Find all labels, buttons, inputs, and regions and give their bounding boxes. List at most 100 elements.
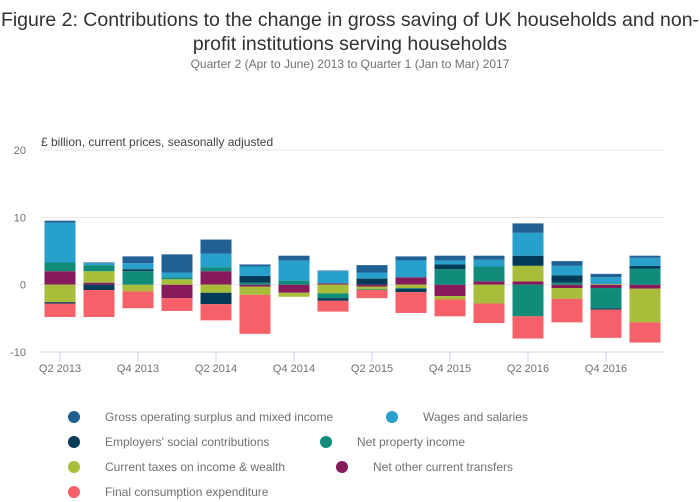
bar-segment-net-property-income[interactable] [44,262,76,272]
bar-segment-current-taxes-on-income-wealth[interactable] [122,284,154,292]
bar-segment-gross-operating-surplus-and-mixed-income[interactable] [395,256,427,261]
legend-item-net-property-income[interactable]: Net property income [320,435,465,449]
bar-segment-net-property-income[interactable] [200,267,232,272]
bar-segment-net-other-current-transfers[interactable] [473,281,505,285]
bar-segment-employers-social-contributions[interactable] [200,292,232,305]
bar-segment-final-consumption-expenditure[interactable] [317,300,349,312]
bar-segment-wages-and-salaries[interactable] [551,265,583,276]
bar-segment-gross-operating-surplus-and-mixed-income[interactable] [161,254,193,273]
bar-segment-net-other-current-transfers[interactable] [395,277,427,285]
bar-segment-current-taxes-on-income-wealth[interactable] [278,292,310,297]
bar-segment-final-consumption-expenditure[interactable] [44,303,76,317]
bar-segment-wages-and-salaries[interactable] [239,266,271,276]
bar-segment-employers-social-contributions[interactable] [83,284,115,291]
bar-segment-final-consumption-expenditure[interactable] [473,303,505,324]
bar-segment-wages-and-salaries[interactable] [317,271,349,284]
bar-segment-net-property-income[interactable] [473,266,505,282]
bar-segment-net-property-income[interactable] [395,288,427,289]
bar-segment-net-other-current-transfers[interactable] [512,281,544,285]
bar-segment-employers-social-contributions[interactable] [551,275,583,283]
bar-segment-employers-social-contributions[interactable] [512,255,544,266]
bar-segment-net-other-current-transfers[interactable] [434,284,466,297]
bar-segment-final-consumption-expenditure[interactable] [629,322,661,343]
bar-segment-gross-operating-surplus-and-mixed-income[interactable] [200,239,232,254]
bar-segment-wages-and-salaries[interactable] [590,277,622,284]
bar-segment-net-other-current-transfers[interactable] [278,284,310,293]
bar-segment-current-taxes-on-income-wealth[interactable] [317,284,349,294]
bar-segment-current-taxes-on-income-wealth[interactable] [356,286,388,290]
bar-segment-gross-operating-surplus-and-mixed-income[interactable] [629,255,661,258]
bar-segment-net-property-income[interactable] [278,280,310,285]
bar-segment-employers-social-contributions[interactable] [356,278,388,285]
bar-segment-employers-social-contributions[interactable] [44,302,76,304]
bar-segment-final-consumption-expenditure[interactable] [551,298,583,323]
bar-segment-gross-operating-surplus-and-mixed-income[interactable] [473,255,505,260]
bar-segment-current-taxes-on-income-wealth[interactable] [200,284,232,293]
legend-item-gross-operating-surplus[interactable]: Gross operating surplus and mixed income [68,410,333,424]
bar-segment-final-consumption-expenditure[interactable] [122,291,154,309]
bar-segment-net-other-current-transfers[interactable] [83,282,115,285]
bar-segment-gross-operating-surplus-and-mixed-income[interactable] [551,261,583,266]
bar-segment-current-taxes-on-income-wealth[interactable] [473,284,505,304]
bar-segment-employers-social-contributions[interactable] [122,269,154,272]
bar-segment-gross-operating-surplus-and-mixed-income[interactable] [317,270,349,272]
bar-segment-current-taxes-on-income-wealth[interactable] [551,288,583,299]
bar-segment-net-other-current-transfers[interactable] [239,284,271,287]
bar-segment-employers-social-contributions[interactable] [395,288,427,293]
bar-segment-net-other-current-transfers[interactable] [200,271,232,285]
bar-segment-net-other-current-transfers[interactable] [590,284,622,289]
bar-segment-wages-and-salaries[interactable] [473,259,505,267]
bar-segment-wages-and-salaries[interactable] [44,222,76,263]
bar-segment-net-other-current-transfers[interactable] [317,283,349,285]
bar-segment-gross-operating-surplus-and-mixed-income[interactable] [278,255,310,261]
legend-item-net-other-current-transfers[interactable]: Net other current transfers [336,460,513,474]
bar-segment-employers-social-contributions[interactable] [629,265,661,269]
bar-segment-net-property-income[interactable] [629,268,661,285]
bar-segment-wages-and-salaries[interactable] [434,260,466,265]
bar-segment-net-other-current-transfers[interactable] [629,284,661,289]
bar-segment-net-property-income[interactable] [512,284,544,317]
bar-segment-employers-social-contributions[interactable] [590,308,622,310]
bar-segment-current-taxes-on-income-wealth[interactable] [590,283,622,285]
bar-segment-current-taxes-on-income-wealth[interactable] [629,288,661,323]
bar-segment-net-other-current-transfers[interactable] [161,284,193,299]
bar-segment-current-taxes-on-income-wealth[interactable] [83,271,115,283]
bar-segment-final-consumption-expenditure[interactable] [83,290,115,317]
bar-segment-net-property-income[interactable] [317,293,349,299]
bar-segment-final-consumption-expenditure[interactable] [161,298,193,311]
bar-segment-wages-and-salaries[interactable] [356,272,388,279]
bar-segment-wages-and-salaries[interactable] [278,260,310,281]
bar-segment-employers-social-contributions[interactable] [317,298,349,301]
bar-segment-wages-and-salaries[interactable] [161,272,193,278]
bar-segment-wages-and-salaries[interactable] [83,263,115,266]
bar-segment-net-property-income[interactable] [239,282,271,285]
bar-segment-net-property-income[interactable] [83,265,115,272]
bar-segment-final-consumption-expenditure[interactable] [200,304,232,321]
bar-segment-net-property-income[interactable] [356,289,388,291]
bar-segment-gross-operating-surplus-and-mixed-income[interactable] [590,273,622,278]
bar-segment-final-consumption-expenditure[interactable] [434,299,466,317]
bar-segment-net-property-income[interactable] [122,271,154,285]
bar-segment-gross-operating-surplus-and-mixed-income[interactable] [44,220,76,223]
legend-item-wages-and-salaries[interactable]: Wages and salaries [386,410,528,424]
bar-segment-current-taxes-on-income-wealth[interactable] [512,265,544,282]
bar-segment-current-taxes-on-income-wealth[interactable] [239,286,271,295]
bar-segment-net-property-income[interactable] [551,282,583,285]
bar-segment-wages-and-salaries[interactable] [512,232,544,256]
bar-segment-employers-social-contributions[interactable] [239,275,271,283]
bar-segment-net-other-current-transfers[interactable] [356,284,388,287]
bar-segment-employers-social-contributions[interactable] [434,264,466,270]
bar-segment-wages-and-salaries[interactable] [629,257,661,266]
bar-segment-final-consumption-expenditure[interactable] [356,290,388,299]
bar-segment-wages-and-salaries[interactable] [122,263,154,270]
bar-segment-net-other-current-transfers[interactable] [551,284,583,289]
bar-segment-gross-operating-surplus-and-mixed-income[interactable] [434,255,466,261]
bar-segment-current-taxes-on-income-wealth[interactable] [44,284,76,303]
bar-segment-gross-operating-surplus-and-mixed-income[interactable] [122,256,154,264]
bar-segment-current-taxes-on-income-wealth[interactable] [161,279,193,285]
bar-segment-final-consumption-expenditure[interactable] [395,292,427,313]
bar-segment-gross-operating-surplus-and-mixed-income[interactable] [356,265,388,273]
bar-segment-wages-and-salaries[interactable] [395,260,427,278]
bar-segment-current-taxes-on-income-wealth[interactable] [434,296,466,300]
bar-segment-net-property-income[interactable] [161,277,193,280]
